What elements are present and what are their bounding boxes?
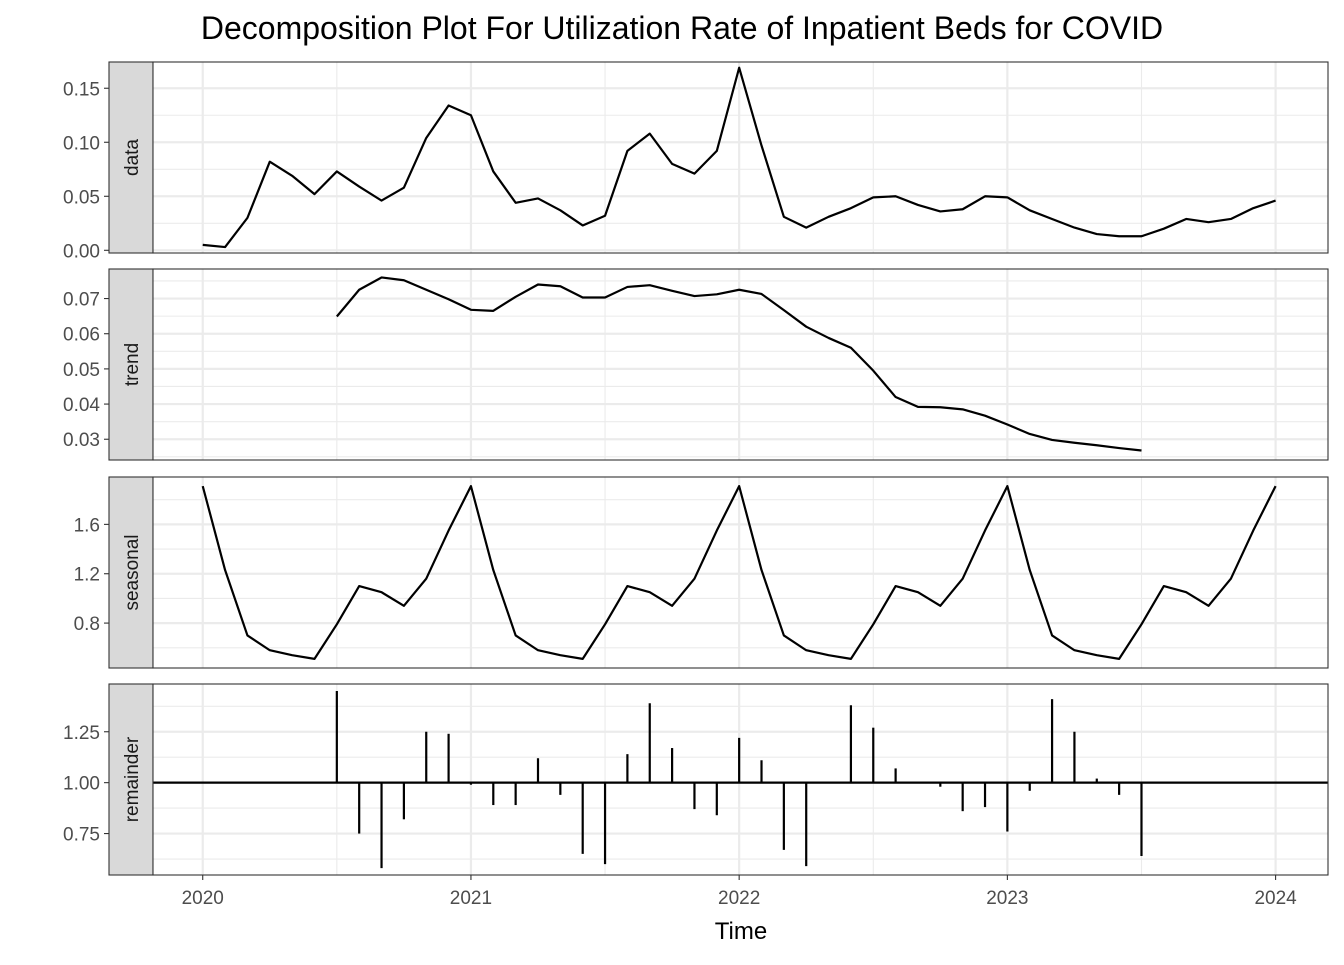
strip-remainder xyxy=(108,683,154,876)
strip-label-trend: trend xyxy=(122,343,143,386)
y-tick-label: 0.05 xyxy=(63,187,100,208)
y-tick-label: 1.00 xyxy=(63,774,100,795)
y-tick-label: 1.6 xyxy=(74,515,100,536)
panel-remainder: remainder 0.75 1.00 1.25 xyxy=(63,683,1329,876)
y-tick-label: 0.07 xyxy=(63,290,100,311)
y-tick-label: 0.15 xyxy=(63,79,100,100)
x-axis: 2020 2021 2022 2023 2024 xyxy=(182,875,1297,909)
x-axis-title: Time xyxy=(715,918,767,945)
panel-background xyxy=(153,684,1328,875)
y-tick-label: 0.10 xyxy=(63,133,100,154)
chart-title: Decomposition Plot For Utilization Rate … xyxy=(201,10,1163,46)
panels-layer: data 0.00 0.05 0.10 0.15 trend 0.03 0.04 0.05 0.0… xyxy=(63,61,1329,876)
y-tick-label: 1.25 xyxy=(63,723,100,744)
panel-border xyxy=(152,61,1329,254)
panel-background xyxy=(153,477,1328,668)
x-tick-label: 2021 xyxy=(450,888,492,909)
x-tick-label: 2024 xyxy=(1254,888,1297,909)
y-tick-label: 0.00 xyxy=(63,241,100,262)
panel-border xyxy=(152,476,1329,669)
gridlines xyxy=(153,269,1328,460)
x-tick-label: 2022 xyxy=(718,888,760,909)
series-line-seasonal xyxy=(201,485,1277,660)
panel-data: data 0.00 0.05 0.10 0.15 xyxy=(63,61,1329,262)
x-tick-label: 2023 xyxy=(986,888,1028,909)
panel-seasonal: seasonal 0.8 1.2 1.6 xyxy=(74,476,1329,669)
panel-trend: trend 0.03 0.04 0.05 0.06 0.07 xyxy=(63,268,1329,461)
y-tick-label: 1.2 xyxy=(74,565,100,586)
y-tick-label: 0.03 xyxy=(63,430,100,451)
series-line-data xyxy=(202,66,1276,249)
y-tick-label: 0.04 xyxy=(63,395,100,416)
strip-label-data: data xyxy=(122,139,143,176)
panel-border xyxy=(152,268,1329,461)
strip-data xyxy=(108,61,154,254)
panel-border xyxy=(152,683,1329,876)
panel-background xyxy=(153,62,1328,253)
y-tick-label: 0.8 xyxy=(74,614,100,635)
gridlines xyxy=(153,62,1328,253)
strip-label-remainder: remainder xyxy=(122,736,143,822)
strip-trend xyxy=(108,268,154,461)
x-tick-label: 2020 xyxy=(182,888,224,909)
y-tick-label: 0.05 xyxy=(63,360,100,381)
y-tick-label: 0.75 xyxy=(63,825,100,846)
strip-label-seasonal: seasonal xyxy=(122,534,143,610)
gridlines xyxy=(153,477,1328,668)
series-line-trend xyxy=(335,276,1142,452)
y-tick-label: 0.06 xyxy=(63,325,100,346)
